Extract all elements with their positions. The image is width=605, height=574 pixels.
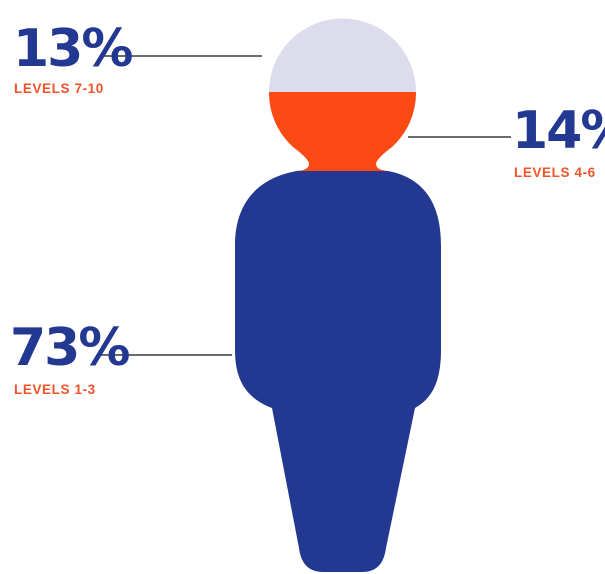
segment-levels-4-6 xyxy=(268,92,417,171)
data-label-levels-7-10-value: 13% xyxy=(13,19,132,79)
legend-label-levels-4-6: LEVELS 4-6 xyxy=(514,165,596,180)
data-label-levels-1-3-value: 73% xyxy=(10,318,129,378)
legend-label-levels-1-3: LEVELS 1-3 xyxy=(14,382,96,397)
segment-levels-1-3 xyxy=(235,171,441,572)
segment-levels-7-10 xyxy=(269,18,416,92)
data-label-levels-4-6-value: 14% xyxy=(512,101,605,161)
legend-label-levels-7-10: LEVELS 7-10 xyxy=(14,81,104,96)
